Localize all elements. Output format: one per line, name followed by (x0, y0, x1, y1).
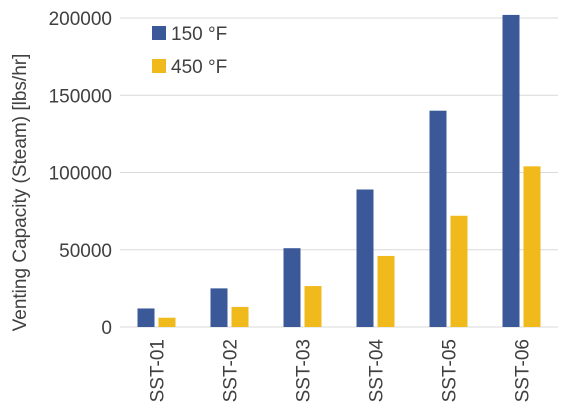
legend-swatch (152, 26, 166, 40)
bar-sst-04-series-1 (356, 189, 374, 327)
bar-sst-05-series-1 (429, 110, 447, 327)
x-tick-labels: SST-01 SST-02 SST-03 SST-04 SST-05 SST-06 (148, 339, 534, 403)
bars (137, 14, 541, 327)
bar-sst-03-series-2 (304, 286, 322, 327)
y-tick-label: 0 (101, 318, 112, 339)
bar-sst-02-series-2 (231, 306, 249, 327)
y-tick-label: 200000 (49, 9, 112, 30)
x-tick-label: SST-02 (221, 339, 242, 402)
legend-swatch (152, 59, 166, 73)
x-tick-label: SST-06 (513, 339, 534, 402)
x-tick-label: SST-03 (294, 339, 315, 402)
bar-sst-06-series-1 (502, 14, 520, 327)
x-tick-label: SST-04 (367, 339, 388, 403)
bar-sst-04-series-2 (377, 255, 395, 327)
x-tick-label: SST-01 (148, 339, 169, 402)
gridlines (120, 17, 558, 328)
bar-sst-01-series-1 (137, 308, 155, 327)
bar-sst-01-series-2 (158, 317, 176, 327)
legend-label: 450 °F (171, 57, 227, 78)
bar-sst-06-series-2 (523, 166, 541, 327)
y-tick-labels: 0 50000 100000 150000 200000 (49, 9, 112, 339)
y-tick-label: 100000 (49, 164, 112, 185)
y-tick-label: 50000 (59, 241, 112, 262)
y-tick-label: 150000 (49, 86, 112, 107)
x-tick-label: SST-05 (440, 339, 461, 402)
y-axis-title: Venting Capacity (Steam) [lbs/hr] (10, 54, 31, 332)
bar-sst-05-series-2 (450, 215, 468, 327)
bar-sst-02-series-1 (210, 288, 228, 327)
bar-sst-03-series-1 (283, 248, 301, 327)
legend-label: 150 °F (171, 24, 227, 45)
legend: 150 °F 450 °F (152, 24, 227, 78)
